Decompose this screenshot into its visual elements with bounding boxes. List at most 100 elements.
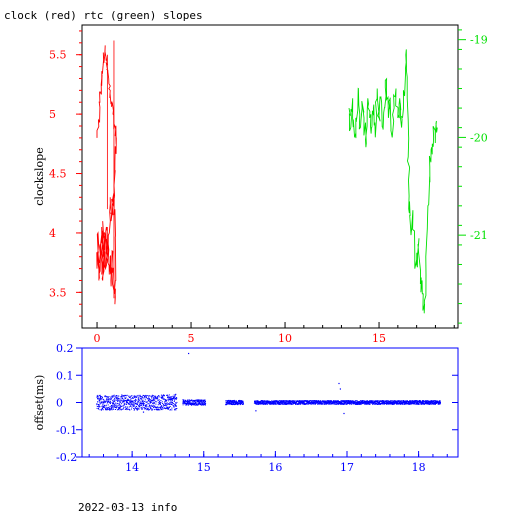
offset-point [174, 399, 176, 401]
offset-point [394, 403, 396, 405]
offset-point [132, 404, 134, 406]
offset-point [149, 400, 151, 402]
offset-point [259, 403, 261, 405]
offset-point [141, 396, 143, 398]
offset-point [133, 395, 135, 397]
offset-point [102, 401, 104, 403]
offset-point [186, 404, 188, 405]
offset-point [199, 402, 201, 404]
offset-point [185, 399, 186, 401]
offset-point [350, 401, 352, 403]
offset-point [176, 401, 178, 403]
offset-point [140, 398, 141, 400]
top-y2-tick-label: -21 [470, 229, 488, 242]
bottom-x-tick-label: 14 [125, 461, 139, 474]
offset-point [408, 402, 410, 404]
offset-point [161, 397, 163, 398]
offset-point [110, 396, 112, 398]
offset-point [372, 403, 374, 405]
offset-point [174, 396, 176, 398]
offset-point [160, 394, 162, 396]
offset-point [434, 401, 436, 403]
offset-point [378, 402, 380, 404]
offset-point [187, 400, 189, 402]
offset-point [354, 400, 356, 402]
offset-point [198, 401, 200, 403]
offset-point [426, 400, 428, 402]
offset-point [145, 395, 147, 397]
offset-point [403, 402, 405, 404]
offset-point [379, 402, 381, 404]
offset-point [166, 400, 168, 402]
offset-point [144, 405, 146, 407]
offset-point [182, 401, 184, 403]
offset-point [225, 400, 227, 402]
offset-point [141, 408, 143, 410]
offset-point [416, 403, 418, 405]
offset-point [255, 403, 257, 405]
top-x-tick-label: 5 [188, 332, 195, 345]
offset-point [113, 394, 115, 396]
offset-point [395, 401, 397, 403]
offset-point [100, 401, 102, 403]
offset-point [279, 400, 281, 402]
offset-point [96, 403, 98, 405]
offset-point [146, 405, 148, 407]
offset-point [101, 402, 103, 404]
offset-point [405, 402, 406, 404]
offset-point [103, 399, 105, 401]
offset-point [169, 406, 171, 407]
offset-point [169, 397, 170, 399]
offset-point [399, 403, 401, 404]
offset-point [98, 404, 100, 405]
offset-point [192, 400, 194, 402]
offset-point [139, 395, 141, 397]
offset-point [189, 401, 191, 403]
offset-point [168, 407, 170, 409]
offset-point [163, 398, 165, 400]
offset-point [317, 402, 319, 404]
offset-point [135, 406, 137, 408]
offset-point [107, 409, 108, 411]
offset-point [356, 400, 358, 402]
offset-point [243, 403, 244, 405]
offset-point [153, 406, 155, 408]
offset-point [319, 401, 320, 403]
offset-point [230, 400, 232, 402]
offset-point [371, 402, 373, 404]
offset-point [120, 405, 122, 407]
offset-point [371, 401, 373, 402]
offset-point [139, 404, 141, 406]
offset-point [166, 405, 167, 407]
offset-point [125, 401, 127, 403]
offset-point [439, 403, 441, 405]
offset-point [131, 406, 133, 408]
offset-point [97, 401, 99, 403]
offset-point [131, 395, 133, 397]
offset-point [386, 401, 388, 403]
offset-point [150, 395, 152, 397]
offset-point [299, 402, 301, 404]
offset-point [162, 403, 164, 405]
offset-point [204, 399, 206, 401]
offset-point [377, 403, 379, 405]
offset-point [402, 402, 404, 404]
offset-point [162, 396, 164, 398]
offset-point [261, 402, 263, 404]
offset-point [146, 398, 148, 400]
offset-point [166, 402, 168, 404]
offset-point [120, 401, 122, 403]
offset-point [109, 408, 111, 409]
offset-point [154, 395, 156, 397]
offset-point [280, 402, 281, 404]
offset-point [116, 409, 118, 411]
offset-point [192, 400, 194, 402]
offset-point [165, 400, 167, 401]
offset-point [320, 400, 322, 402]
offset-point [168, 399, 170, 400]
offset-point [327, 401, 329, 403]
top-y-tick-label: 5.5 [49, 49, 67, 62]
offset-point [107, 398, 109, 400]
offset-point [182, 404, 184, 406]
